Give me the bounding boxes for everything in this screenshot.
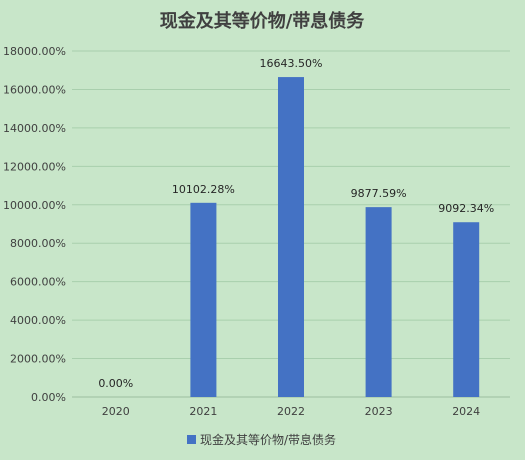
data-label: 0.00% [98, 377, 133, 390]
x-tick-label: 2022 [277, 405, 305, 418]
bars [190, 77, 480, 397]
data-labels: 0.00% 10102.28% 16643.50% 9877.59% 9092.34% [98, 57, 494, 390]
bar [453, 222, 480, 397]
bar [190, 202, 217, 397]
y-tick-label: 14000.00% [3, 122, 66, 135]
x-tick-label: 2021 [189, 405, 217, 418]
bar [365, 207, 392, 397]
x-tick-label: 2020 [102, 405, 130, 418]
bar [278, 77, 304, 397]
x-tick-label: 2024 [452, 405, 480, 418]
legend: 现金及其等价物/带息债务 [187, 432, 336, 447]
x-tick-label: 2023 [365, 405, 393, 418]
legend-swatch [187, 435, 196, 444]
chart-title: 现金及其等价物/带息债务 [160, 10, 366, 32]
y-tick-label: 4000.00% [10, 314, 66, 327]
data-label: 9877.59% [351, 187, 407, 200]
y-tick-label: 8000.00% [10, 237, 66, 250]
data-label: 9092.34% [438, 202, 494, 215]
data-label: 16643.50% [260, 57, 323, 70]
legend-label: 现金及其等价物/带息债务 [200, 432, 336, 447]
data-label: 10102.28% [172, 183, 235, 196]
y-tick-label: 12000.00% [3, 160, 66, 173]
y-axis-ticks: 0.00% 2000.00% 4000.00% 6000.00% 8000.00% 100… [3, 45, 66, 404]
y-tick-label: 0.00% [31, 391, 66, 404]
x-axis-ticks: 2020 2021 2022 2023 2024 [102, 405, 480, 418]
y-tick-label: 18000.00% [3, 45, 66, 58]
y-tick-label: 16000.00% [3, 83, 66, 96]
y-tick-label: 6000.00% [10, 276, 66, 289]
y-tick-label: 10000.00% [3, 199, 66, 212]
y-tick-label: 2000.00% [10, 353, 66, 366]
